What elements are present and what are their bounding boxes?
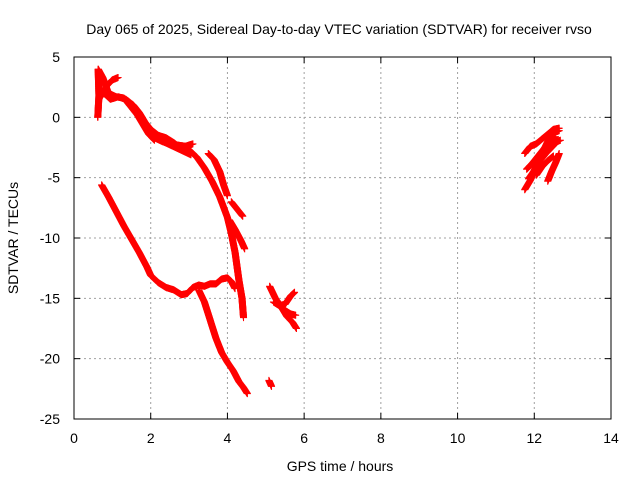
data-point [268, 382, 276, 390]
series-arc-g [227, 198, 247, 220]
plot-frame [73, 56, 612, 420]
data-points [94, 65, 564, 398]
x-tick-label: 6 [300, 430, 308, 446]
y-tick-label: 5 [52, 49, 60, 65]
data-point [223, 192, 231, 200]
y-axis-label: SDTVAR / TECUs [5, 182, 21, 294]
x-tick-label: 14 [603, 430, 619, 446]
data-point [556, 136, 564, 144]
x-tick-label: 8 [377, 430, 385, 446]
data-point [555, 150, 563, 158]
data-point [231, 285, 239, 293]
y-tick-label: 0 [52, 109, 60, 125]
series-arc-h [225, 216, 249, 253]
series-arc-l [269, 288, 299, 310]
data-point [187, 151, 195, 159]
x-tick-label: 10 [450, 430, 466, 446]
x-axis-ticks: 0 2 4 6 8 10 12 14 [70, 57, 619, 446]
y-tick-label: -5 [48, 170, 61, 186]
x-tick-label: 4 [224, 430, 232, 446]
x-tick-label: 2 [147, 430, 155, 446]
series-arc-s [544, 150, 563, 185]
data-point [292, 311, 300, 319]
data-point [114, 74, 122, 82]
data-point [241, 245, 249, 253]
chart-title: Day 065 of 2025, Sidereal Day-to-day VTE… [86, 21, 592, 37]
data-point [239, 212, 247, 220]
data-point [292, 325, 300, 332]
series-arc-n [265, 376, 276, 390]
data-point [555, 124, 563, 132]
y-tick-label: -10 [40, 230, 60, 246]
data-point [243, 390, 251, 398]
data-point [291, 288, 299, 296]
data-point [240, 314, 248, 322]
data-point [189, 140, 197, 148]
series-arc-m [281, 306, 300, 319]
data-point [549, 152, 557, 160]
y-tick-label: -25 [40, 411, 60, 427]
series-arc-j [195, 286, 251, 398]
y-tick-label: -15 [40, 290, 60, 306]
data-point [551, 133, 559, 141]
series-arc-f [204, 150, 231, 200]
series-arc-q [523, 133, 559, 173]
x-axis-label: GPS time / hours [287, 458, 394, 474]
series-arc-p [521, 124, 563, 158]
series-arc-t [532, 152, 557, 179]
series-arc-e [149, 130, 195, 159]
grid-lines [74, 57, 611, 419]
x-tick-label: 0 [70, 430, 78, 446]
x-tick-label: 12 [526, 430, 542, 446]
series-arc-i [98, 181, 239, 299]
y-tick-label: -20 [40, 351, 60, 367]
